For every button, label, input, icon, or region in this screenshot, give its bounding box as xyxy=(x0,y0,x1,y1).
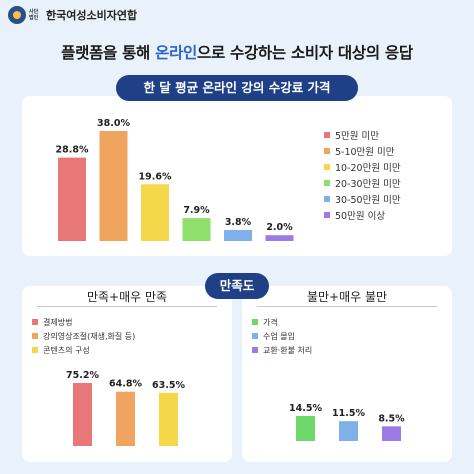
legend-swatch xyxy=(32,333,38,339)
price-chart-card xyxy=(22,96,452,256)
legend-label: 30-50만원 미만 xyxy=(335,195,401,206)
legend-item: 30-50만원 미만 xyxy=(324,191,401,207)
legend-item: 강의영상조절(재생,화질 등) xyxy=(32,329,135,343)
legend-swatch xyxy=(252,319,258,325)
legend-label: 교환·환불 처리 xyxy=(263,345,313,355)
legend-swatch xyxy=(324,180,330,186)
legend-label: 5만원 미만 xyxy=(335,131,380,142)
legend-swatch xyxy=(32,319,38,325)
bar-label-0-1: 38.0% xyxy=(97,118,130,129)
logo: 사단 법인 한국여성소비자연합 xyxy=(8,6,137,24)
satisfaction-section-title: 만족도 xyxy=(205,273,269,299)
legend-item: 5-10만원 미만 xyxy=(324,143,401,159)
legend-label: 수업 몰입 xyxy=(263,331,295,341)
legend-label: 가격 xyxy=(263,317,278,327)
bar-0-1 xyxy=(99,131,128,241)
legend-label: 10-20만원 미만 xyxy=(335,163,401,174)
headline-highlight: 온라인 xyxy=(155,44,197,62)
legend-label: 결제방법 xyxy=(43,317,73,327)
bar-0-3 xyxy=(182,218,211,241)
legend-item: 수업 몰입 xyxy=(252,329,312,343)
headline-post: 으로 수강하는 소비자 대상의 응답 xyxy=(197,44,413,62)
legend-swatch xyxy=(324,212,330,218)
legend-item: 콘텐츠의 구성 xyxy=(32,343,135,357)
bar-label-1-2: 63.5% xyxy=(152,380,185,391)
legend-swatch xyxy=(324,148,330,154)
bar-0-0 xyxy=(58,157,86,241)
price-chart-legend: 5만원 미만 5-10만원 미만 10-20만원 미만 20-30만원 미만 30-50… xyxy=(324,127,401,223)
bar-label-0-4: 3.8% xyxy=(225,217,252,228)
bar-label-0-0: 28.8% xyxy=(56,145,89,156)
legend-label: 강의영상조절(재생,화질 등) xyxy=(43,331,136,341)
bar-label-2-1: 11.5% xyxy=(332,408,365,419)
logo-emblem-icon xyxy=(8,6,26,24)
bar-0-2 xyxy=(141,184,169,241)
legend-label: 50만원 이상 xyxy=(335,211,386,222)
legend-swatch xyxy=(252,333,258,339)
headline-pre: 플랫폼을 통해 xyxy=(61,44,156,62)
legend-label: 콘텐츠의 구성 xyxy=(43,345,90,355)
legend-item: 교환·환불 처리 xyxy=(252,343,312,357)
legend-item: 5만원 미만 xyxy=(324,127,401,143)
legend-swatch xyxy=(324,132,330,138)
bar-label-2-2: 8.5% xyxy=(378,413,405,424)
legend-item: 가격 xyxy=(252,315,312,329)
legend-item: 20-30만원 미만 xyxy=(324,175,401,191)
satisfied-chart-title: 만족+매우 만족 xyxy=(86,290,168,304)
legend-label: 20-30만원 미만 xyxy=(335,179,401,190)
bar-1-0 xyxy=(73,383,92,446)
bar-label-0-5: 2.0% xyxy=(266,222,293,233)
bar-label-1-0: 75.2% xyxy=(66,370,99,381)
satisfied-title-divider xyxy=(37,306,217,307)
dissatisfied-title-divider xyxy=(257,306,437,307)
logo-small-text: 사단 법인 xyxy=(29,9,39,21)
bar-label-0-3: 7.9% xyxy=(183,205,210,216)
legend-swatch xyxy=(324,196,330,202)
bar-2-0 xyxy=(296,416,315,441)
legend-label: 5-10만원 미만 xyxy=(335,147,395,158)
bar-0-5 xyxy=(265,235,294,241)
logo-name: 한국여성소비자연합 xyxy=(46,9,138,22)
legend-swatch xyxy=(32,347,38,353)
dissatisfied-chart-title: 불만+매우 불만 xyxy=(306,290,388,304)
bar-1-1 xyxy=(116,391,135,446)
legend-swatch xyxy=(324,164,330,170)
bar-2-1 xyxy=(339,421,358,441)
bar-label-2-0: 14.5% xyxy=(289,403,322,414)
price-chart-title: 한 달 평균 온라인 강의 수강료 가격 xyxy=(116,75,358,101)
legend-item: 결제방법 xyxy=(32,315,135,329)
bar-label-1-1: 64.8% xyxy=(109,379,142,390)
page-headline: 플랫폼을 통해 온라인으로 수강하는 소비자 대상의 응답 xyxy=(0,41,474,63)
legend-swatch xyxy=(252,347,258,353)
legend-item: 50만원 이상 xyxy=(324,207,401,223)
bar-1-2 xyxy=(159,392,178,446)
bar-2-2 xyxy=(382,426,401,441)
bar-label-0-2: 19.6% xyxy=(139,171,172,182)
legend-item: 10-20만원 미만 xyxy=(324,159,401,175)
bar-0-4 xyxy=(224,230,252,241)
